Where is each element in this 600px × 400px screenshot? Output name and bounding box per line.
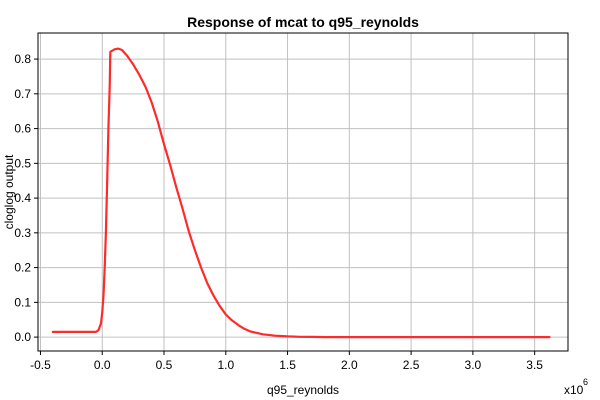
y-axis-label: cloglog output	[2, 154, 16, 229]
plot-frame	[37, 32, 569, 352]
x-axis-scale-label: x10	[564, 383, 584, 397]
y-tick-label: 0.8	[14, 52, 31, 66]
series-layer	[51, 47, 551, 339]
x-tick-label: 1.5	[279, 358, 296, 372]
grid	[38, 33, 568, 351]
x-tick-label: -0.5	[30, 358, 51, 372]
y-axis: 0.0 0.1 0.2 0.3 0.4 0.5 0.6 0.7 0.8	[14, 52, 38, 344]
x-tick-label: 2.5	[403, 358, 420, 372]
y-tick-label: 0.7	[14, 87, 31, 101]
x-tick-label: 3.0	[465, 358, 482, 372]
x-axis-label: q95_reynolds	[267, 383, 339, 397]
x-tick-label: 0.0	[94, 358, 111, 372]
y-tick-label: 0.2	[14, 261, 31, 275]
x-tick-label: 2.0	[341, 358, 358, 372]
chart-title: Response of mcat to q95_reynolds	[187, 14, 419, 30]
x-tick-label: 1.0	[217, 358, 234, 372]
response-curve	[51, 47, 551, 339]
x-tick-label: 0.5	[156, 358, 173, 372]
y-tick-label: 0.3	[14, 226, 31, 240]
x-tick-label: 3.5	[526, 358, 543, 372]
y-tick-label: 0.0	[14, 330, 31, 344]
x-axis: -0.5 0.0 0.5 1.0 1.5 2.0 2.5 3.0 3.5	[30, 351, 543, 372]
x-axis-scale-exponent: 6	[583, 377, 588, 387]
y-tick-label: 0.4	[14, 191, 31, 205]
y-tick-label: 0.1	[14, 295, 31, 309]
y-tick-label: 0.5	[14, 156, 31, 170]
y-tick-label: 0.6	[14, 122, 31, 136]
